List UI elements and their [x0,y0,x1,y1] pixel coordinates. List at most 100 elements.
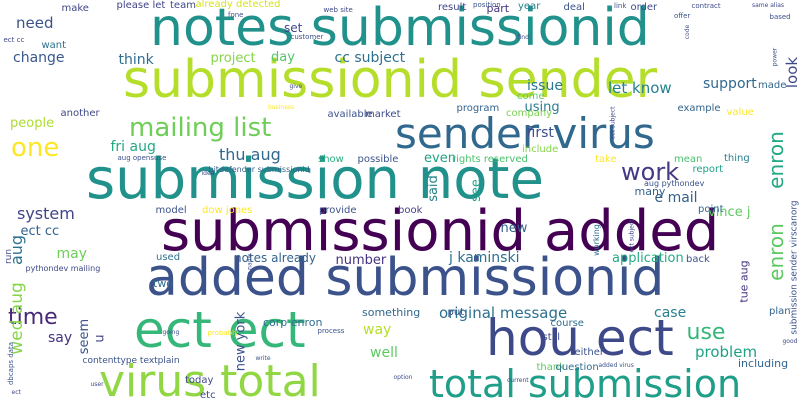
cloud-word: model [155,205,187,216]
cloud-word: even [424,150,456,166]
cloud-word: time [8,305,58,330]
cloud-word: ect [11,389,21,396]
cloud-word: probably [207,328,239,337]
cloud-word: result [438,2,467,13]
cloud-word: u [92,333,108,343]
cloud-word: company [506,108,553,119]
cloud-word: one [11,133,60,163]
cloud-word: available [327,109,373,120]
cloud-word: either [574,347,604,358]
cloud-word: market [365,109,401,120]
cloud-word: seem [76,318,92,354]
cloud-word: include [522,144,559,155]
cloud-word: value [726,107,754,118]
cloud-word: well [370,345,398,361]
cloud-word: want [41,40,67,51]
cloud-word: year [518,1,541,12]
cloud-word: order [630,2,658,13]
cloud-word: cc subject [334,50,406,66]
cloud-word: said [425,174,441,202]
cloud-word: problem [695,342,758,361]
cloud-word: mean [674,154,703,165]
cloud-word: link [614,1,627,10]
cloud-word: something [362,305,421,319]
cloud-word: find [517,34,529,41]
cloud-word: many [634,184,666,198]
cloud-word: submissionid sender [123,50,657,110]
cloud-word: provide [319,205,357,216]
cloud-word: give [289,83,303,90]
cloud-word: ect subject [609,106,616,140]
cloud-word: total submission [429,362,742,400]
cloud-word: idea [201,170,215,177]
cloud-word: contract [691,1,721,10]
cloud-word: system [17,204,75,223]
cloud-word: thing [724,153,750,164]
cloud-word: process [317,326,345,335]
cloud-word: please let [116,0,166,11]
cloud-word: hou ect [486,309,674,367]
cloud-word: used [156,252,181,263]
cloud-word: use [686,320,726,345]
cloud-word: show [318,154,344,165]
cloud-word: set [284,21,303,35]
cloud-word: see [468,178,484,202]
cloud-word: tue aug [737,259,751,303]
cloud-word: notes already [234,251,316,265]
cloud-word: thu aug [219,145,281,164]
cloud-word: user [90,381,104,388]
cloud-word: case [654,305,687,321]
cloud-word: first [526,125,554,141]
cloud-word: book [398,205,423,216]
cloud-word: question [555,362,599,373]
cloud-word: fri aug [110,139,156,155]
cloud-word: back [686,254,710,265]
cloud-word: aug pythondev [644,179,705,188]
cloud-word: another [60,108,100,119]
cloud-word: make [61,3,89,14]
cloud-word: new [500,220,528,236]
cloud-word: sender virus [395,109,655,158]
cloud-word: program [456,103,500,114]
cloud-word: option [393,374,413,381]
cloud-word: working [591,224,601,256]
cloud-word: virus total [99,356,321,400]
cloud-word: way [363,322,392,338]
cloud-word: need [16,13,54,32]
cloud-word: pythondev mailing [25,264,101,273]
cloud-word: possible [357,154,399,165]
cloud-word: vince j [708,204,751,220]
cloud-word: dow jones [202,205,253,216]
cloud-word: think [118,52,154,68]
cloud-word: going [162,329,180,336]
cloud-word: put [447,307,465,318]
cloud-word: rights reserved [452,154,528,165]
cloud-word: ect ect [134,301,306,359]
cloud-word: good [782,338,798,345]
cloud-word: application [612,250,684,266]
cloud-word: write [255,355,271,362]
cloud-word: number [335,252,387,268]
cloud-word: people [10,115,55,131]
cloud-word: same alias [752,2,785,9]
cloud-word: come [517,91,545,102]
cloud-word: ect subject [628,219,635,253]
cloud-word: web site [323,5,353,14]
cloud-word: based [769,12,791,21]
cloud-word: day [271,49,295,65]
cloud-word: project [210,50,256,66]
cloud-word: let know [608,78,672,97]
cloud-word: contenttype textplain [82,355,180,366]
cloud-word: offer [674,11,691,20]
cloud-word: corp enron [263,315,323,329]
cloud-word: aug opensuse [117,153,167,162]
cloud-word: submissionid added [161,199,720,264]
cloud-word: made [758,80,787,91]
cloud-word: using [524,99,560,115]
cloud-word: fone [228,10,244,19]
cloud-word: code [684,24,692,40]
cloud-word: including [738,356,789,370]
cloud-word: e mail [654,190,698,206]
cloud-word: plan [769,306,791,317]
cloud-word: part [486,1,510,15]
